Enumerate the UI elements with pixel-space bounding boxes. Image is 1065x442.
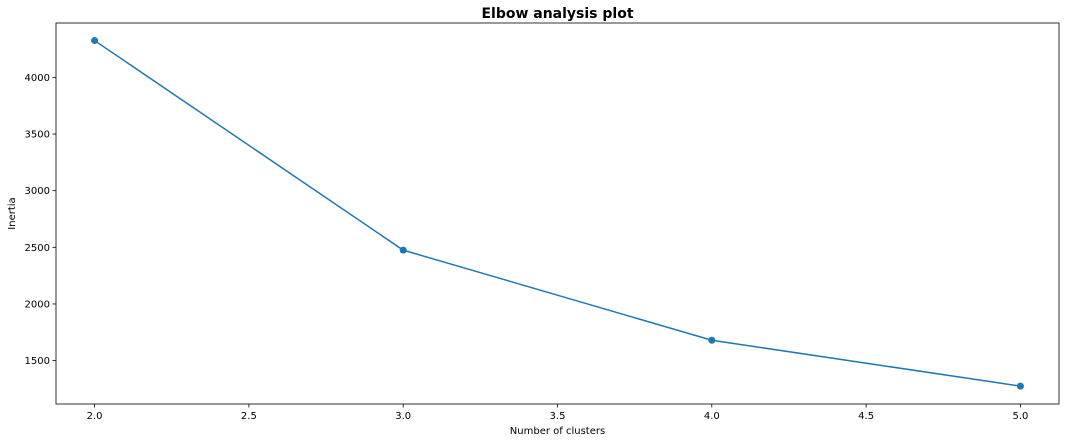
data-point (91, 37, 99, 45)
x-axis-ticks: 2.0 2.5 3.0 3.5 4.0 4.5 5.0 (87, 404, 1028, 422)
x-tick-label: 3.5 (550, 411, 566, 422)
data-point (1016, 382, 1024, 390)
y-tick-label: 2000 (25, 299, 50, 310)
chart-title: Elbow analysis plot (481, 6, 633, 22)
y-axis-label: Inertia (7, 197, 18, 229)
x-tick-label: 2.5 (241, 411, 257, 422)
x-tick-label: 2.0 (87, 411, 103, 422)
data-point (708, 336, 716, 344)
x-axis-label: Number of clusters (510, 426, 605, 437)
inertia-series-line (94, 39, 1021, 387)
plot-area (55, 22, 1060, 405)
x-tick-label: 3.0 (395, 411, 411, 422)
y-tick-label: 3000 (25, 186, 50, 197)
x-tick-label: 4.0 (704, 411, 720, 422)
y-tick-label: 1500 (25, 356, 50, 367)
y-tick-label: 2500 (25, 243, 50, 254)
x-tick-label: 5.0 (1012, 411, 1028, 422)
y-axis-ticks: 1500 2000 2500 3000 3500 4000 (25, 73, 56, 367)
data-points (91, 37, 1024, 390)
data-point (399, 246, 407, 254)
x-tick-label: 4.5 (858, 411, 874, 422)
y-tick-label: 3500 (25, 130, 50, 141)
y-tick-label: 4000 (25, 73, 50, 84)
